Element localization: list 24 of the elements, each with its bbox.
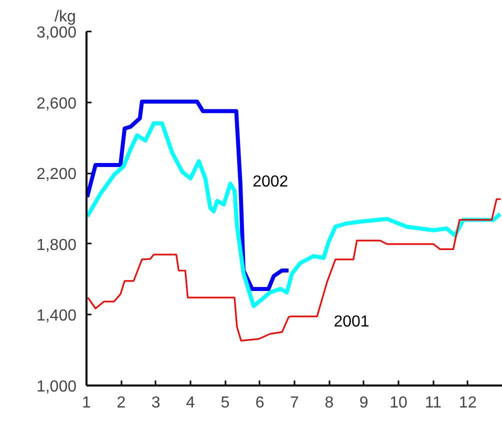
x-tick-label: 3 — [151, 394, 160, 412]
x-tick-label: 7 — [290, 394, 300, 412]
x-tick-label: 5 — [220, 394, 230, 412]
x-tick-label: 9 — [359, 394, 368, 412]
x-tick-label: 1 — [82, 394, 92, 412]
y-tick-label: 2,600 — [36, 95, 77, 112]
line-series — [87, 198, 502, 342]
y-tick-label: 1,000 — [36, 378, 77, 396]
line-series — [86, 121, 502, 308]
y-axis-title: /kg — [54, 8, 76, 26]
y-tick-label: 3,000 — [36, 24, 77, 42]
x-tick-label: 2 — [116, 394, 126, 412]
x-tick-label: 11 — [424, 394, 442, 412]
y-tick-label: 1,800 — [36, 236, 77, 254]
x-tick-label: 8 — [324, 394, 334, 412]
x-tick-label: 10 — [390, 394, 408, 412]
series-label: 2001 — [334, 313, 370, 330]
series-label: 2002 — [252, 174, 288, 191]
x-tick-label: 6 — [255, 394, 264, 412]
x-tick-label: 12 — [458, 394, 477, 412]
x-tick-label: 4 — [186, 394, 196, 412]
y-tick-label: 2,200 — [36, 166, 77, 184]
y-tick-label: 1,400 — [36, 308, 77, 325]
line-series — [86, 100, 291, 292]
